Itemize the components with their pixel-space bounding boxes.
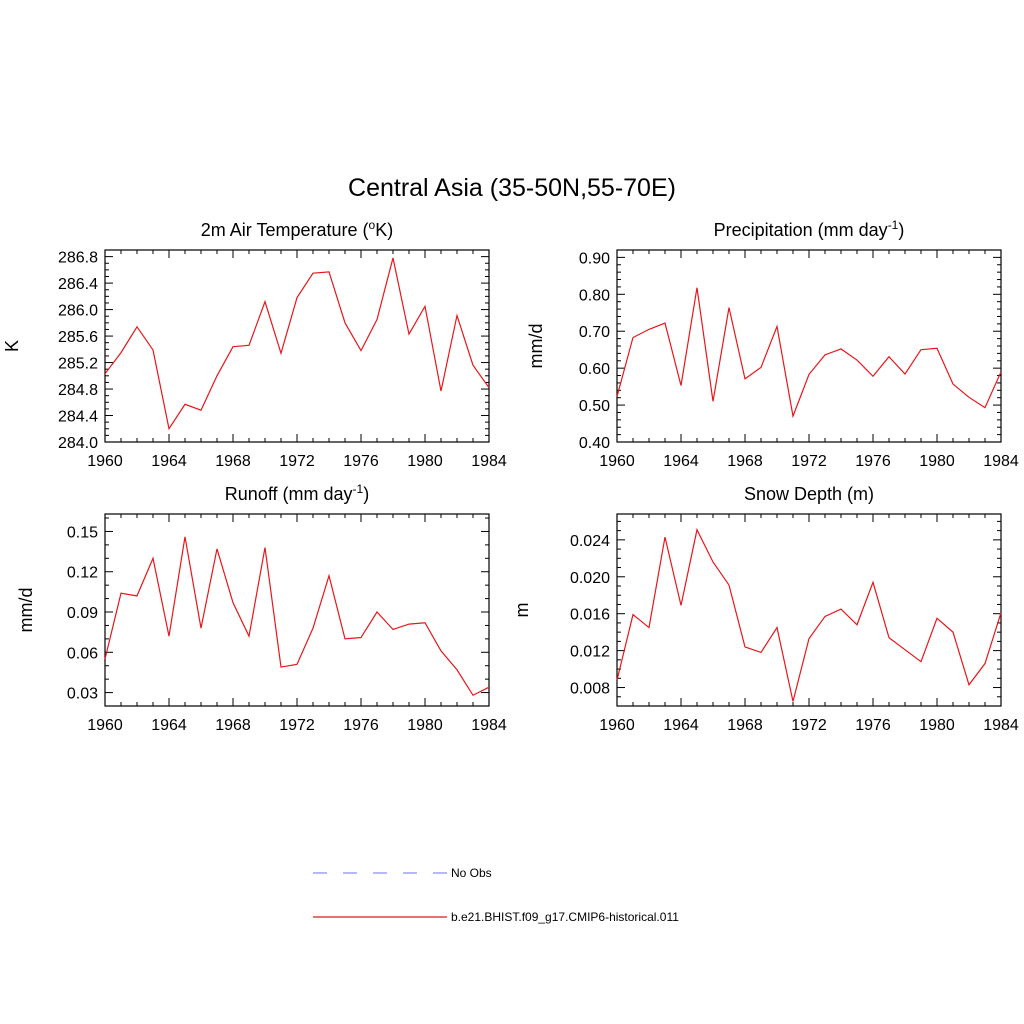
air-temperature-x-tick-label: 1976 [343, 453, 379, 470]
snow-depth-x-tick-label: 1964 [663, 717, 699, 734]
panel-runoff: Runoff (mm day-1) 1960 1964 1968 1972 1976 198… [16, 482, 507, 734]
air-temperature-plot-frame [104, 249, 490, 443]
snow-depth-x-tick-label: 1980 [919, 717, 955, 734]
panel-snow-depth: Snow Depth (m) 1960 1964 1968 1972 1976 1980 19… [512, 484, 1019, 734]
panel-precipitation: Precipitation (mm day-1) 1960 1964 1968 1972… [526, 218, 1019, 470]
precipitation-y-tick-label: 0.50 [579, 398, 610, 415]
precipitation-y-tick-label: 0.70 [579, 324, 610, 341]
precipitation-x-tick-label: 1972 [791, 453, 827, 470]
air-temperature-x-tick-label: 1960 [87, 453, 123, 470]
runoff-y-tick-label: 0.15 [67, 524, 98, 541]
snow-depth-x-tick-label: 1972 [791, 717, 827, 734]
air-temperature-x-tick-label: 1968 [215, 453, 251, 470]
figure-title: Central Asia (35-50N,55-70E) [348, 174, 676, 202]
snow-depth-x-tick-label: 1968 [727, 717, 763, 734]
runoff-x-tick-label: 1984 [471, 717, 507, 734]
precipitation-x-tick-label: 1976 [855, 453, 891, 470]
runoff-x-tick-label: 1972 [279, 717, 315, 734]
runoff-series-line [104, 536, 490, 697]
legend: No Obs b.e21.BHIST.f09_g17.CMIP6-histori… [313, 866, 679, 924]
runoff-x-tick-label: 1968 [215, 717, 251, 734]
air-temperature-x-tick-label: 1984 [471, 453, 507, 470]
air-temperature-y-tick-label: 284.4 [58, 409, 98, 426]
snow-depth-title: Snow Depth (m) [744, 484, 874, 504]
snow-depth-y-tick-label: 0.024 [570, 533, 610, 550]
legend-model-label: b.e21.BHIST.f09_g17.CMIP6-historical.011 [451, 910, 679, 924]
air-temperature-y-tick-label: 285.6 [58, 329, 98, 346]
air-temperature-x-tick-label: 1964 [151, 453, 187, 470]
precipitation-y-axis-label: mm/d [526, 324, 546, 369]
snow-depth-y-tick-label: 0.008 [570, 681, 610, 698]
precipitation-x-tick-label: 1960 [599, 453, 635, 470]
snow-depth-y-tick-label: 0.016 [570, 607, 610, 624]
precipitation-y-tick-label: 0.60 [579, 361, 610, 378]
precipitation-y-tick-label: 0.80 [579, 287, 610, 304]
snow-depth-series-line [616, 527, 1002, 702]
runoff-y-axis-label: mm/d [16, 588, 36, 633]
snow-depth-plot-frame [616, 513, 1002, 707]
precipitation-x-tick-label: 1968 [727, 453, 763, 470]
snow-depth-y-axis-label: m [512, 603, 532, 618]
air-temperature-x-tick-label: 1980 [407, 453, 443, 470]
snow-depth-y-tick-label: 0.020 [570, 570, 610, 587]
runoff-x-tick-label: 1964 [151, 717, 187, 734]
precipitation-x-tick-label: 1964 [663, 453, 699, 470]
air-temperature-y-tick-label: 286.8 [58, 250, 98, 267]
runoff-plot-frame [104, 513, 490, 707]
runoff-x-tick-label: 1980 [407, 717, 443, 734]
panel-air-temperature: 2m Air Temperature (oK) 1960 1964 1968 1972 1… [2, 218, 507, 470]
runoff-y-tick-label: 0.06 [67, 645, 98, 662]
air-temperature-title: 2m Air Temperature (oK) [201, 218, 393, 240]
precipitation-y-tick-label: 0.40 [579, 435, 610, 452]
precipitation-series-line [616, 287, 1002, 419]
air-temperature-y-tick-label: 284.0 [58, 435, 98, 452]
snow-depth-x-tick-label: 1960 [599, 717, 635, 734]
precipitation-title: Precipitation (mm day-1) [714, 218, 905, 240]
runoff-y-tick-label: 0.12 [67, 565, 98, 582]
air-temperature-y-tick-label: 285.2 [58, 356, 98, 373]
runoff-y-tick-label: 0.09 [67, 605, 98, 622]
snow-depth-y-tick-label: 0.012 [570, 644, 610, 661]
precipitation-plot-frame [616, 249, 1002, 443]
air-temperature-y-tick-label: 286.4 [58, 276, 98, 293]
legend-obs-label: No Obs [451, 866, 492, 880]
snow-depth-x-tick-label: 1976 [855, 717, 891, 734]
precipitation-x-tick-label: 1980 [919, 453, 955, 470]
air-temperature-y-tick-label: 284.8 [58, 382, 98, 399]
runoff-x-tick-label: 1976 [343, 717, 379, 734]
runoff-x-tick-label: 1960 [87, 717, 123, 734]
air-temperature-series-line [104, 257, 490, 431]
air-temperature-y-tick-label: 286.0 [58, 303, 98, 320]
runoff-title: Runoff (mm day-1) [225, 482, 369, 504]
runoff-y-tick-label: 0.03 [67, 686, 98, 703]
precipitation-y-tick-label: 0.90 [579, 250, 610, 267]
snow-depth-x-tick-label: 1984 [983, 717, 1019, 734]
precipitation-x-tick-label: 1984 [983, 453, 1019, 470]
air-temperature-x-tick-label: 1972 [279, 453, 315, 470]
air-temperature-y-axis-label: K [2, 340, 22, 352]
